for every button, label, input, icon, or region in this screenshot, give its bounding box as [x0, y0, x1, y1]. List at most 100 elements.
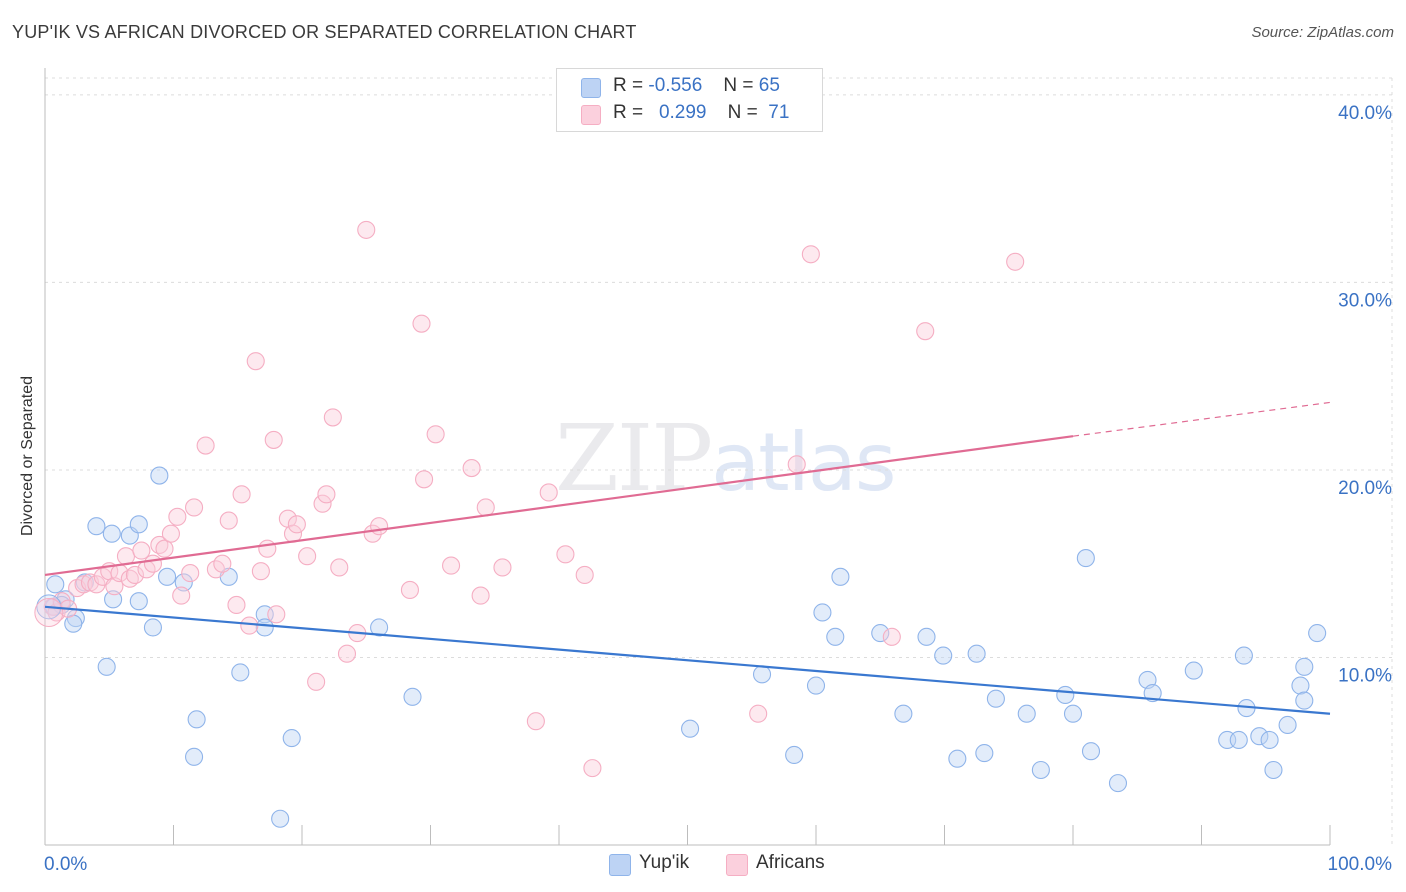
series-label-yupik: Yup'ik [639, 852, 690, 873]
africans-point [370, 517, 389, 536]
legend-r-label: R = [613, 102, 644, 123]
africans-point [400, 580, 419, 600]
y-tick-label: 40.0% [1338, 103, 1392, 124]
africans-point [132, 541, 151, 560]
africans-point [556, 545, 575, 564]
yupik-point [1308, 624, 1327, 643]
africans-point [74, 575, 93, 594]
yupik-point [370, 618, 389, 637]
africans-point [583, 759, 602, 778]
africans-point [1006, 252, 1025, 271]
yupik-point [1056, 685, 1075, 705]
africans-point [471, 586, 490, 605]
yupik-point [102, 524, 121, 543]
watermark-atlas: atlas [711, 416, 896, 509]
yupik-point [231, 663, 250, 682]
africans-point [287, 515, 306, 534]
x-tick-label-min: 0.0% [44, 854, 87, 875]
yupik-point [150, 466, 169, 485]
africans-point [526, 712, 545, 731]
africans-point [168, 507, 187, 526]
yupik-point [282, 729, 301, 748]
africans-point [155, 539, 174, 558]
africans-point [232, 485, 251, 504]
yupik-point [1017, 704, 1036, 723]
yupik-point [64, 614, 83, 633]
africans-point [330, 558, 349, 577]
legend-n-value: 65 [758, 75, 780, 96]
yupik-point [187, 710, 206, 729]
legend-text-africans: R = 0.299 N = 71 [613, 102, 789, 124]
africans-point [246, 352, 265, 371]
yupik-point [1229, 730, 1248, 750]
yupik-point [934, 646, 953, 665]
legend-r-label: R = [613, 75, 644, 96]
yupik-point [1250, 727, 1269, 746]
yupik-point [975, 744, 994, 763]
yupik-point [1108, 774, 1128, 793]
africans-point [240, 616, 259, 635]
yupik-point [403, 687, 422, 706]
africans-point [125, 565, 144, 585]
series-swatch-yupik [609, 854, 631, 876]
legend-swatch-africans [581, 105, 601, 125]
data-points [34, 220, 1327, 828]
africans-trend-line [44, 435, 1074, 577]
yupik-point [967, 644, 986, 663]
africans-point [426, 425, 445, 444]
series-label-africans: Africans [756, 852, 825, 873]
africans-point [52, 592, 71, 611]
legend-n-label: N = [727, 102, 758, 123]
africans-point [749, 704, 768, 723]
yupik-point [813, 603, 832, 622]
yupik-point [1291, 676, 1310, 695]
yupik-point [129, 592, 148, 611]
yupik-point [831, 567, 850, 586]
yupik-point [46, 575, 65, 594]
yupik-point [1031, 760, 1050, 780]
yupik-point [1295, 691, 1314, 710]
yupik-point [826, 627, 845, 646]
africans-cluster-point [34, 597, 64, 627]
africans-point [462, 459, 481, 478]
y-tick-label: 30.0% [1338, 290, 1392, 311]
legend-swatch-yupik [581, 78, 601, 98]
chart-source: Source: ZipAtlas.com [1251, 24, 1394, 41]
africans-point [185, 498, 204, 517]
y-tick-label: 10.0% [1338, 665, 1392, 686]
tick-labels: 10.0% 20.0% 30.0% 40.0% 0.0% 100.0% [44, 103, 1392, 875]
africans-point [357, 220, 376, 239]
yupik-point [185, 747, 204, 766]
africans-point [337, 644, 357, 663]
africans-point [264, 430, 283, 449]
yupik-point [681, 719, 700, 738]
yupik-point [1063, 704, 1083, 723]
watermark: ZIPatlas [555, 405, 897, 512]
watermark-zip: ZIP [555, 405, 713, 512]
x-tick-label-max: 100.0% [1328, 854, 1393, 875]
axes [44, 68, 1331, 846]
yupik-point [87, 517, 106, 536]
africans-trend-extension [1072, 401, 1331, 437]
africans-point [493, 558, 512, 577]
grid-lines [45, 77, 1393, 845]
africans-point [787, 455, 806, 474]
yupik-trend-line [44, 605, 1331, 715]
africans-point [307, 672, 326, 691]
africans-point [412, 314, 431, 333]
africans-point [196, 436, 215, 455]
africans-point [181, 564, 200, 583]
africans-point [539, 483, 558, 502]
yupik-point [1295, 657, 1314, 676]
yupik-point [917, 627, 936, 646]
africans-point [916, 322, 935, 341]
chart-title: YUP'IK VS AFRICAN DIVORCED OR SEPARATED … [12, 22, 637, 42]
yupik-point [1184, 661, 1203, 680]
series-swatch-africans [726, 854, 748, 876]
legend-r-value: -0.556 [648, 75, 703, 96]
yupik-point [1260, 730, 1279, 750]
yupik-point [1264, 760, 1283, 780]
yupik-point [1076, 549, 1095, 568]
africans-point [227, 595, 246, 615]
